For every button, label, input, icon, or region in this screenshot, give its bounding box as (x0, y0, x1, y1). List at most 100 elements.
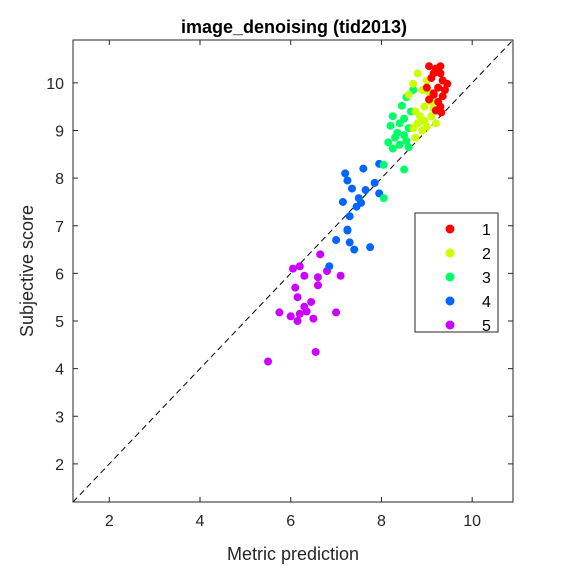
y-tick-label: 7 (55, 219, 64, 236)
data-point-series-1 (434, 83, 443, 92)
data-point-series-3 (391, 133, 400, 142)
legend-label-5: 5 (482, 318, 491, 335)
y-axis-label: Subjective score (17, 205, 37, 337)
data-point-series-1 (436, 69, 445, 78)
y-tick-label: 6 (55, 266, 64, 283)
legend-box (414, 212, 499, 333)
data-point-series-2 (409, 124, 418, 133)
data-point-series-4 (359, 164, 368, 173)
legend-marker-2 (445, 248, 455, 258)
data-point-series-2 (427, 112, 436, 121)
data-point-series-2 (418, 126, 427, 135)
data-point-series-5 (295, 262, 304, 271)
data-point-series-1 (422, 83, 431, 92)
x-tick-label: 2 (105, 513, 114, 530)
data-point-series-4 (343, 176, 352, 185)
data-point-series-4 (345, 238, 354, 247)
data-point-series-5 (307, 297, 316, 306)
data-point-series-3 (379, 194, 388, 203)
data-point-series-2 (409, 79, 418, 88)
legend-label-4: 4 (482, 294, 491, 311)
data-point-series-3 (384, 138, 393, 147)
data-point-series-2 (420, 102, 429, 111)
y-tick-label: 10 (46, 76, 64, 93)
data-point-series-4 (345, 212, 354, 221)
data-point-series-3 (400, 165, 409, 174)
y-tick-label: 3 (55, 409, 64, 426)
data-point-series-4 (341, 169, 350, 178)
data-point-series-4 (338, 197, 347, 206)
data-point-series-4 (350, 245, 359, 254)
data-point-series-2 (413, 69, 422, 78)
data-point-series-2 (404, 90, 413, 99)
data-point-series-5 (295, 309, 304, 318)
data-point-series-5 (332, 308, 341, 317)
data-point-series-4 (347, 184, 356, 193)
data-point-series-4 (361, 186, 370, 195)
x-tick-label: 6 (286, 513, 295, 530)
data-point-series-3 (379, 160, 388, 169)
data-point-series-5 (293, 293, 302, 302)
legend-marker-1 (445, 224, 455, 234)
data-point-series-4 (370, 178, 379, 187)
chart-title: image_denoising (tid2013) (181, 17, 407, 37)
y-tick-label: 5 (55, 314, 64, 331)
data-point-series-1 (440, 86, 449, 95)
data-point-series-2 (431, 119, 440, 128)
data-point-series-3 (404, 143, 413, 152)
data-point-series-1 (438, 92, 447, 101)
data-point-series-5 (286, 312, 295, 321)
legend-marker-3 (445, 272, 455, 282)
data-point-series-5 (313, 281, 322, 290)
data-point-series-5 (316, 250, 325, 259)
y-tick-label: 2 (55, 457, 64, 474)
data-point-series-4 (366, 243, 375, 252)
x-tick-label: 8 (377, 513, 386, 530)
data-point-series-3 (395, 140, 404, 149)
data-point-series-1 (427, 74, 436, 83)
data-point-series-4 (352, 202, 361, 211)
x-tick-label: 10 (463, 513, 481, 530)
data-point-series-5 (291, 283, 300, 292)
axis-ticks-group: 2 4 6 8 10 2 3 4 5 6 7 8 9 10 (46, 40, 513, 530)
legend-marker-4 (445, 296, 455, 306)
x-tick-label: 4 (196, 513, 205, 530)
reference-line (72, 39, 514, 503)
reference-line-group (72, 39, 514, 503)
data-point-series-1 (425, 62, 434, 71)
y-tick-label: 8 (55, 171, 64, 188)
legend: 1 2 3 4 5 (414, 212, 499, 335)
data-point-series-3 (402, 136, 411, 145)
data-point-series-2 (411, 133, 420, 142)
legend-marker-5 (445, 320, 455, 330)
data-point-series-4 (332, 236, 341, 245)
data-point-series-3 (386, 121, 395, 130)
legend-label-1: 1 (482, 222, 491, 239)
data-point-series-5 (275, 308, 284, 317)
data-point-series-4 (343, 225, 352, 234)
data-point-series-5 (311, 347, 320, 356)
data-point-series-5 (300, 271, 309, 280)
data-point-series-5 (289, 264, 297, 273)
data-point-series-1 (429, 90, 438, 99)
data-points-group (264, 62, 452, 366)
data-point-series-3 (397, 101, 406, 110)
data-point-series-5 (309, 314, 318, 323)
data-point-series-5 (264, 357, 273, 366)
data-point-series-5 (302, 307, 311, 316)
data-point-series-3 (388, 112, 397, 121)
data-point-series-5 (313, 273, 322, 282)
data-point-series-5 (293, 317, 302, 326)
y-tick-label: 9 (55, 123, 64, 140)
legend-label-3: 3 (482, 270, 491, 287)
data-point-series-1 (436, 62, 445, 71)
data-point-series-4 (325, 262, 334, 271)
data-point-series-5 (336, 271, 345, 280)
data-point-series-1 (437, 108, 446, 117)
data-point-series-3 (388, 144, 397, 153)
y-tick-label: 4 (55, 362, 64, 379)
data-point-series-1 (443, 79, 452, 88)
data-point-series-3 (395, 119, 404, 128)
legend-label-2: 2 (482, 246, 491, 263)
